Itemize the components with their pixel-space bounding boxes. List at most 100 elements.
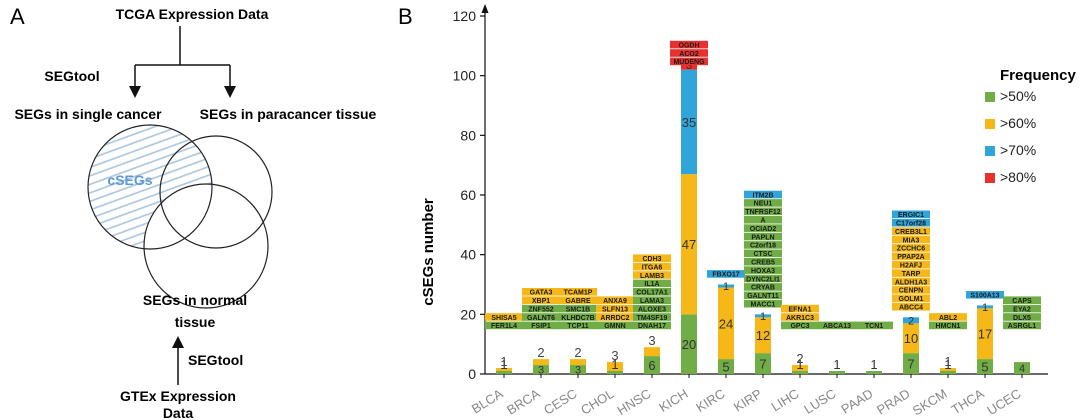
segment-value-label: 3 — [611, 348, 618, 363]
y-tick-label: 60 — [460, 187, 476, 203]
gene-tag — [559, 304, 597, 313]
gene-tag — [744, 224, 782, 232]
bar-prad-g70 — [903, 317, 919, 324]
gene-tag-label: EYA2 — [1013, 306, 1031, 313]
gene-tag — [522, 313, 560, 321]
gene-tag-label: SMC1B — [566, 306, 591, 313]
gene-tag — [929, 313, 967, 321]
segment-value-label: 35 — [682, 115, 696, 130]
gene-tag-label: HMCN1 — [936, 323, 961, 330]
gene-tag — [781, 304, 819, 313]
gene-tag-label: MACC1 — [751, 302, 776, 309]
x-tick-label: BRCA — [504, 386, 543, 418]
legend-label-g60: >60% — [1000, 115, 1036, 131]
gene-tag — [633, 313, 671, 321]
gene-tag-label: ALDH1A3 — [895, 279, 927, 286]
gene-tag — [744, 274, 782, 283]
gene-tag-label: MIA3 — [903, 237, 920, 244]
gene-tag-label: FER1L4 — [491, 323, 517, 330]
y-axis-label: cSEGs number — [420, 198, 437, 306]
gene-tag-label: TCP11 — [567, 323, 589, 330]
gene-tag-label: CREB5 — [751, 260, 775, 267]
x-tick-label: SKCM — [910, 386, 950, 419]
bar-kirc-g60 — [718, 287, 734, 360]
x-tick-label: PRAD — [874, 386, 913, 418]
gene-tag-label: S100A13 — [970, 293, 999, 300]
gene-tag — [929, 321, 967, 330]
bar-kich-g50 — [681, 314, 697, 374]
segment-value-label: 1 — [611, 357, 618, 372]
y-tick-label: 100 — [453, 68, 477, 84]
gene-tag-label: TNFRSF12 — [745, 209, 781, 216]
gene-tag — [744, 291, 782, 300]
gene-tag — [744, 241, 782, 249]
gene-tag-label: ERGIC1 — [898, 212, 924, 219]
tcga-expression-label: TCGA Expression Data — [116, 6, 269, 22]
legend-label-g70: >70% — [1000, 142, 1036, 158]
gene-tag — [485, 313, 523, 321]
gene-tag-label: DNAH17 — [638, 323, 666, 330]
bar-skcm-g60 — [940, 368, 956, 372]
gene-tag — [633, 279, 671, 288]
x-tick-label: PAAD — [838, 386, 875, 417]
bar-chol-g50 — [607, 371, 623, 374]
gene-tag — [633, 271, 671, 279]
segment-value-label: 2 — [908, 315, 914, 327]
gene-tag — [522, 321, 560, 330]
gtex-expression-label-line1: GTEx Expression — [120, 388, 236, 404]
bar-kirp-g50 — [755, 353, 771, 374]
gene-tag — [633, 262, 671, 271]
x-tick-label: THCA — [949, 386, 987, 418]
gene-tag-label: DYNC2LI1 — [746, 276, 780, 283]
legend-swatch-g50 — [985, 92, 995, 102]
bar-cesc-g50 — [570, 365, 586, 374]
segment-value-label: 5 — [981, 360, 988, 375]
bar-blca-g60 — [496, 368, 512, 372]
gene-tag — [559, 321, 597, 330]
gene-tag-label: XBP1 — [532, 298, 550, 305]
y-tick-label: 120 — [453, 8, 477, 24]
x-tick-label: KIRP — [731, 386, 765, 415]
gene-tag — [892, 210, 930, 219]
bar-kirp-g70 — [755, 314, 771, 318]
bar-kirc-g70 — [718, 284, 734, 288]
gene-tag — [633, 288, 671, 296]
panel-a: A TCGA Expression Data SEGtool SEGs in s… — [10, 4, 377, 420]
segment-value-label: 2 — [574, 345, 581, 360]
panel-b: B cSEGs number 020406080100120BLCABRCACE… — [398, 4, 1077, 418]
gene-tag-label: FBXO17 — [712, 272, 739, 279]
x-tick-label: LIHC — [769, 386, 802, 414]
chart-bars — [496, 60, 1030, 374]
venn-normal-circle — [143, 183, 269, 309]
gene-tag-label: GMNN — [604, 323, 625, 330]
gene-tag-label: C17orf28 — [896, 221, 926, 228]
gene-tag-label: PAPLN — [751, 234, 774, 241]
gene-tag — [818, 321, 856, 330]
segs-normal-label-line2: tissue — [175, 314, 216, 330]
gene-tag-label: GABRE — [565, 298, 591, 305]
csegs-label: cSEGs — [107, 172, 152, 188]
gene-tag-label: FSIP1 — [531, 323, 551, 330]
gene-tag-label: AKR1C3 — [786, 315, 814, 322]
x-tick-label: KICH — [656, 386, 690, 415]
bar-lusc-g50 — [829, 371, 845, 374]
gene-tag-label: ABL2 — [939, 315, 957, 322]
y-tick-label: 0 — [468, 366, 476, 382]
gene-tag — [966, 290, 1004, 299]
segment-value-label: 1 — [760, 311, 766, 323]
bar-cesc-g60 — [570, 359, 586, 366]
segment-value-label: 2 — [537, 345, 544, 360]
x-tick-label: LUSC — [801, 386, 838, 417]
gene-tag-label: GOLM1 — [899, 296, 924, 303]
segment-value-label: 1 — [796, 357, 803, 372]
chart-legend: Frequency >50% >60% >70% >80% — [985, 67, 1077, 185]
segs-normal-label-line1: SEGs in normal — [143, 292, 247, 308]
segment-value-label: 1 — [500, 357, 507, 372]
gene-tag-label: ARRDC2 — [600, 315, 629, 322]
gene-tag-label: LAMA3 — [640, 298, 664, 305]
gene-tag-label: MUDENG — [673, 59, 705, 66]
gene-tag — [892, 252, 930, 261]
gene-tag — [522, 296, 560, 304]
bar-lihc-g50 — [792, 371, 808, 374]
